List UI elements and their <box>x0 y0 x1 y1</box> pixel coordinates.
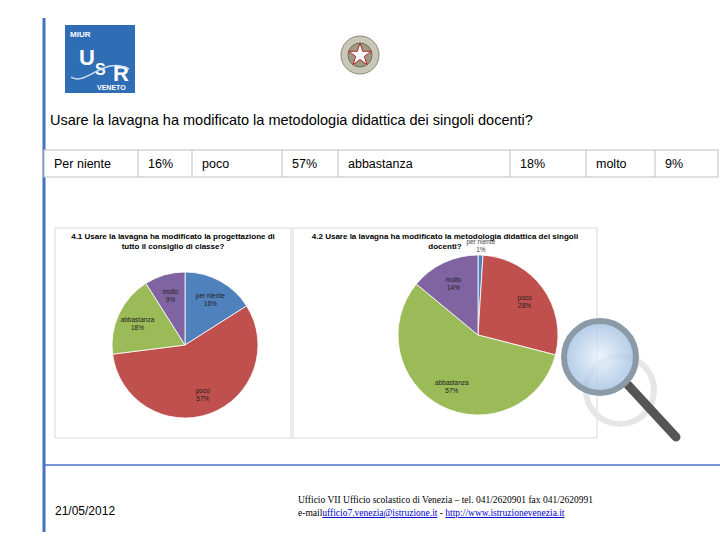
table-divider <box>282 150 283 177</box>
table-divider <box>338 150 339 177</box>
table-cell: molto <box>596 157 627 171</box>
logo-curve <box>71 65 129 79</box>
slice-value: 1% <box>476 246 486 253</box>
slice-value: 9% <box>166 296 176 303</box>
pie-chart: 4.2 Usare la lavagna ha modificato la me… <box>293 228 597 438</box>
slice-value: 57% <box>445 387 458 394</box>
slice-category: poco <box>196 387 210 395</box>
emblem-wheel <box>348 43 372 67</box>
table-divider <box>586 150 587 177</box>
slice-value: 16% <box>204 300 217 307</box>
separator: - <box>437 508 445 518</box>
slice-category: per niente <box>196 292 225 300</box>
logo-bg <box>65 25 135 93</box>
slice-category: molto <box>162 288 178 295</box>
pie-slice <box>416 255 478 335</box>
table-cell: poco <box>202 157 229 171</box>
data-labels: per niente1% poco28% abbastanza57% molto14% <box>435 238 532 394</box>
slice-value: 57% <box>196 395 209 402</box>
slice-category: abbastanza <box>435 379 469 386</box>
pie-slice <box>146 272 185 345</box>
logo-bottom: VENETO <box>97 84 126 91</box>
chart-title: 4.2 Usare la lavagna ha modificato la me… <box>312 232 578 251</box>
table-cell: 9% <box>665 157 683 171</box>
table-border <box>44 150 718 177</box>
magnifier <box>564 321 676 437</box>
frame-bottom <box>44 464 720 466</box>
slice-value: 14% <box>447 284 460 291</box>
slice-category: per niente <box>466 238 495 246</box>
footer-office: Ufficio VII Ufficio scolastico di Venezi… <box>298 495 593 505</box>
email-link[interactable]: ufficio7.venezia@istruzione.it <box>322 508 438 518</box>
magnifier-handle <box>628 385 676 437</box>
url-link[interactable]: http://www.istruzionevenezia.it <box>445 508 565 518</box>
footer-date: 21/05/2012 <box>55 504 115 518</box>
slide: MIURUSRVENETOUsare la lavagna ha modific… <box>0 0 720 540</box>
table-divider <box>655 150 656 177</box>
table-divider <box>510 150 511 177</box>
question: Usare la lavagna ha modificato la metodo… <box>50 112 533 128</box>
emblem <box>341 36 379 74</box>
chart-box <box>55 228 291 438</box>
data-labels: per niente16% poco57% abbastanza18% molto9% <box>121 288 226 403</box>
pie: per niente16% poco57% abbastanza18% molto9% <box>112 272 258 418</box>
email-label: e-mail <box>298 508 323 518</box>
chart-title: 4.1 Usare la lavagna ha modificato la pr… <box>71 232 275 251</box>
pie: per niente1% poco28% abbastanza57% molto14% <box>398 238 558 415</box>
table-cell: 18% <box>520 157 545 171</box>
table-divider <box>192 150 193 177</box>
magnifier-lens <box>564 321 636 393</box>
table: Per niente 16% poco 57% abbastanza 18% molto 9% <box>44 150 718 177</box>
emblem-star <box>349 43 372 65</box>
table-cell: 16% <box>148 157 173 171</box>
table-cell: Per niente <box>54 157 111 171</box>
pie-chart: 4.1 Usare la lavagna ha modificato la pr… <box>55 228 291 438</box>
logo-top: MIUR <box>70 30 91 39</box>
logo: MIURUSRVENETO <box>65 25 135 93</box>
chart-box <box>293 228 597 438</box>
emblem-wreath <box>341 36 379 74</box>
slice-value: 28% <box>518 302 531 309</box>
slice-value: 18% <box>131 324 144 331</box>
slice-category: molto <box>446 276 462 283</box>
footer-contacts: e-mailufficio7.venezia@istruzione.it - h… <box>298 508 565 518</box>
table-divider <box>138 150 139 177</box>
logo-letter: U <box>79 45 95 70</box>
slice-category: poco <box>518 294 532 302</box>
frame-left <box>43 18 46 532</box>
table-cell: 57% <box>292 157 317 171</box>
table-cell: abbastanza <box>348 157 413 171</box>
slice-category: abbastanza <box>121 316 155 323</box>
